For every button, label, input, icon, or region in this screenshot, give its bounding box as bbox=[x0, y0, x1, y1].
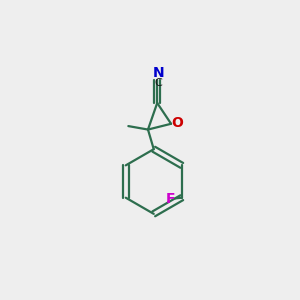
Text: F: F bbox=[166, 192, 175, 206]
Text: C: C bbox=[154, 78, 162, 88]
Text: O: O bbox=[172, 116, 184, 130]
Text: N: N bbox=[153, 66, 164, 80]
